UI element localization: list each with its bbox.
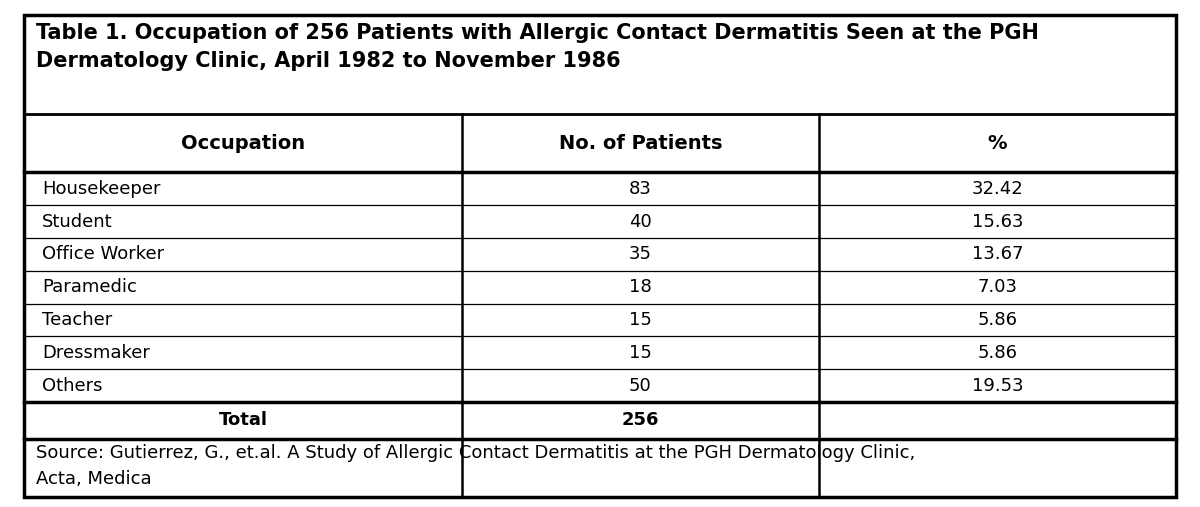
Text: Student: Student bbox=[42, 212, 113, 231]
Text: Housekeeper: Housekeeper bbox=[42, 180, 161, 198]
Text: 7.03: 7.03 bbox=[978, 278, 1018, 296]
Text: 15: 15 bbox=[629, 344, 652, 362]
Text: Dressmaker: Dressmaker bbox=[42, 344, 150, 362]
Text: 15: 15 bbox=[629, 311, 652, 329]
Text: No. of Patients: No. of Patients bbox=[558, 134, 722, 153]
Text: 13.67: 13.67 bbox=[972, 245, 1024, 264]
Text: Office Worker: Office Worker bbox=[42, 245, 164, 264]
Text: 32.42: 32.42 bbox=[972, 180, 1024, 198]
Text: 50: 50 bbox=[629, 377, 652, 394]
Text: 18: 18 bbox=[629, 278, 652, 296]
Text: Others: Others bbox=[42, 377, 102, 394]
Text: Teacher: Teacher bbox=[42, 311, 113, 329]
Text: 83: 83 bbox=[629, 180, 652, 198]
Text: 40: 40 bbox=[629, 212, 652, 231]
Text: %: % bbox=[988, 134, 1007, 153]
Text: 15.63: 15.63 bbox=[972, 212, 1024, 231]
Text: Paramedic: Paramedic bbox=[42, 278, 137, 296]
Text: 5.86: 5.86 bbox=[978, 344, 1018, 362]
Text: Source: Gutierrez, G., et.al. A Study of Allergic Contact Dermatitis at the PGH : Source: Gutierrez, G., et.al. A Study of… bbox=[36, 444, 916, 488]
Text: 5.86: 5.86 bbox=[978, 311, 1018, 329]
Text: 35: 35 bbox=[629, 245, 652, 264]
Text: Total: Total bbox=[218, 411, 268, 429]
Text: 256: 256 bbox=[622, 411, 659, 429]
Text: Occupation: Occupation bbox=[181, 134, 305, 153]
Text: 19.53: 19.53 bbox=[972, 377, 1024, 394]
Text: Table 1. Occupation of 256 Patients with Allergic Contact Dermatitis Seen at the: Table 1. Occupation of 256 Patients with… bbox=[36, 23, 1039, 71]
